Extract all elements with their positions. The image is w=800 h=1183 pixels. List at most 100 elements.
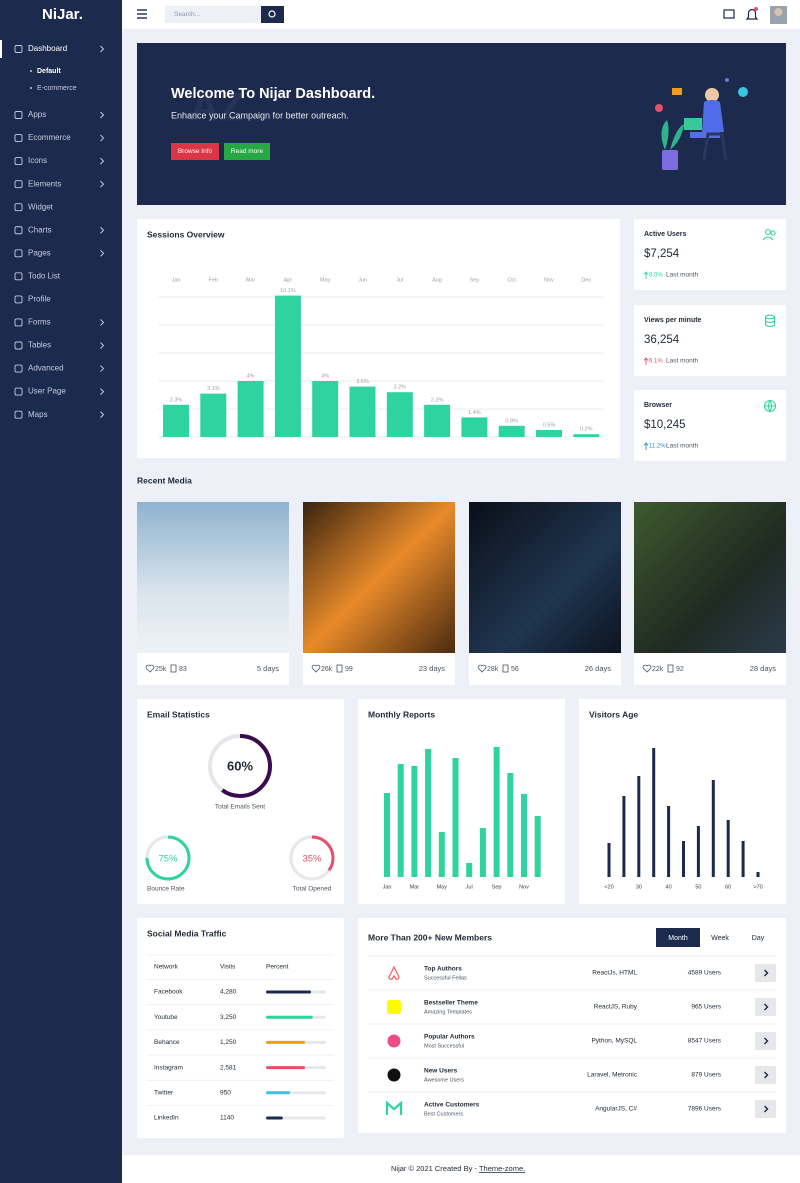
banner-button[interactable] [224,143,270,160]
bar [349,386,376,437]
data-label: 3.2% [394,385,407,391]
menu-item[interactable]: Forms [28,318,51,327]
section-title: Recent Media [137,475,192,485]
chevron-icon [100,319,105,326]
bar [534,816,541,877]
x-tick-label: Jan [172,277,181,283]
row-button[interactable] [755,1100,776,1118]
heart-icon [145,664,155,673]
file-icon [336,664,343,673]
percent-bar [266,1116,283,1120]
column-header: Percent [266,964,289,971]
menu-item[interactable]: Maps [28,410,48,419]
card-title: Sessions Overview [147,229,225,239]
menu-item[interactable]: Ecommerce [28,133,71,142]
menu-icon [14,272,23,281]
row-button[interactable] [755,998,776,1016]
submenu-dot [30,70,32,72]
bar [682,841,685,877]
footer-credit: Nijar © 2021 Created By - [391,1164,479,1173]
banner-button[interactable] [171,143,219,160]
bar [573,434,600,437]
notification-dot [754,7,758,11]
menu-item[interactable]: Apps [28,110,46,119]
media-likes: 28k [487,666,499,673]
network-visits: 1,250 [220,1039,237,1046]
member-subtitle: Best Customers [424,1111,463,1117]
menu-item[interactable]: Profile [28,295,51,304]
menu-icon [14,341,23,350]
menu-item[interactable]: Icons [28,156,47,165]
stat-period: Last month [666,443,699,450]
ring-caption: Bounce Rate [147,886,185,893]
footer [122,1155,800,1183]
x-tick-label: May [437,884,448,890]
github-icon [387,1068,401,1082]
bar [425,749,432,877]
stat-value: $10,245 [644,419,686,431]
chevron-icon [100,157,105,165]
data-label: 2.3% [170,397,183,403]
row-button[interactable] [755,1066,776,1084]
menu-icon [14,111,23,119]
search-box[interactable] [165,6,262,23]
menu-item[interactable]: Tables [28,341,51,350]
sidebar [0,0,122,1183]
chevron-icon [100,411,105,419]
media-files: 92 [676,666,684,673]
data-label: 3.1% [207,386,220,392]
bar [741,841,745,877]
chevron-icon [100,388,105,395]
stat-icons [762,228,777,413]
bar [498,425,525,437]
brand-icon [385,1100,403,1115]
search-button[interactable] [261,6,284,23]
ring-progress [145,835,191,881]
tab[interactable]: Week [711,935,729,942]
card-title: Social Media Traffic [147,928,227,938]
member-subtitle: Awesome Users [424,1077,464,1083]
network-name: Youtube [154,1014,178,1021]
bar [493,747,500,877]
column-header: Visits [220,964,236,971]
x-tick-label: 30 [636,884,642,890]
trend-arrow [643,357,649,365]
footer-link[interactable]: Theme-zome. [479,1164,525,1173]
bell-icon[interactable] [745,8,759,20]
menu-icon [14,180,23,189]
tab[interactable]: Day [752,935,765,942]
menu-item[interactable]: Todo List [28,271,61,280]
row-button[interactable] [755,1032,776,1050]
chevron-icon [100,226,105,234]
media-files: 56 [511,666,519,673]
tab-active[interactable] [656,928,700,947]
menu-item[interactable]: Elements [28,179,61,188]
tab[interactable]: Month [668,935,688,942]
submenu-item[interactable]: E-commerce [37,85,77,92]
bar [386,392,413,437]
member-tech: ReactJs, HTML [592,970,637,977]
row-button[interactable] [755,964,776,982]
stat-change: 6.1% [649,359,663,365]
menu-item[interactable]: Pages [28,248,51,257]
menu-item[interactable]: User Page [28,387,66,396]
mail-icon[interactable] [723,9,735,19]
submenu-item[interactable]: Default [37,68,61,75]
ring-caption: Total Opened [293,886,332,893]
airbnb-icon [388,965,400,980]
menu-item[interactable]: Widget [28,202,54,211]
member-users: 879 Users [691,1072,721,1079]
card-title: Monthly Reports [368,709,435,719]
x-tick-label: Jan [383,884,392,890]
active-indicator [0,40,2,58]
bar [461,417,488,437]
stat-change: 8.0% [649,273,663,279]
member-name: Popular Authors [424,1034,475,1041]
chevron-icon [764,1037,769,1045]
menu-icon [14,45,23,53]
menu-toggle[interactable] [137,9,147,19]
member-name: Top Authors [424,966,462,973]
menu-item[interactable]: Dashboard [28,44,67,53]
menu-item[interactable]: Advanced [28,364,64,373]
menu-item[interactable]: Charts [28,225,52,234]
